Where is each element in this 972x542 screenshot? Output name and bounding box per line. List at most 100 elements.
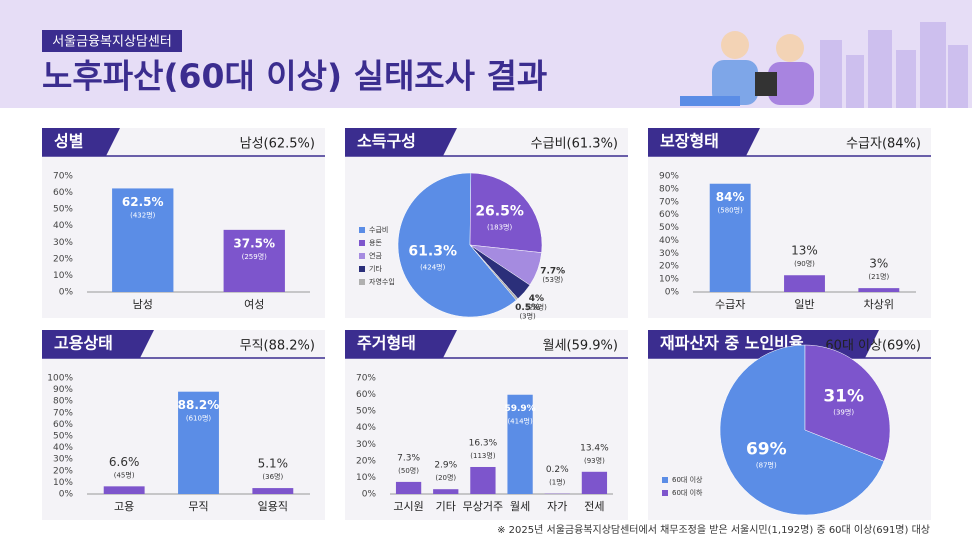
count-label: (21명) <box>868 272 889 281</box>
y-tick-label: 50% <box>356 407 376 417</box>
legend-swatch <box>359 279 365 285</box>
x-tick-label: 일용직 <box>258 499 288 513</box>
y-tick-label: 40% <box>356 423 376 433</box>
value-label: 6.6% <box>109 455 140 469</box>
y-tick-label: 90% <box>659 172 679 182</box>
value-label: 13% <box>791 244 818 258</box>
panel-title: 소득구성 <box>357 132 416 151</box>
pie-slice <box>469 244 519 301</box>
bar <box>470 466 496 494</box>
legend-swatch <box>359 253 365 259</box>
count-label: (1명) <box>549 478 566 487</box>
y-tick-label: 10% <box>53 478 73 488</box>
y-tick-label: 40% <box>53 443 73 453</box>
value-label: 37.5% <box>233 236 275 250</box>
pie-slice <box>804 344 891 462</box>
bar <box>395 481 422 494</box>
y-tick-label: 30% <box>53 455 73 465</box>
y-tick-label: 0% <box>665 288 680 298</box>
panel-tab <box>42 128 120 156</box>
bar <box>178 391 219 494</box>
pie-slice <box>469 172 543 253</box>
bar <box>223 229 285 292</box>
panel-subtitle: 월세(59.9%) <box>543 339 618 354</box>
count-label: (50명) <box>398 466 419 475</box>
x-tick-label: 무직 <box>188 500 208 513</box>
legend-label: 기타 <box>369 264 382 273</box>
y-tick-label: 80% <box>53 397 73 407</box>
value-label: 7.3% <box>397 453 420 463</box>
org-badge <box>42 30 182 52</box>
value-label: 84% <box>716 190 745 204</box>
panel-subtitle: 60대 이상(69%) <box>825 339 921 354</box>
value-label: 0.2% <box>546 465 569 475</box>
panel-subtitle: 수급비(61.3%) <box>531 137 618 152</box>
value-label: 26.5% <box>475 204 524 220</box>
count-label: (53명) <box>542 275 563 284</box>
count-label: (432명) <box>130 210 156 219</box>
value-label: 2.9% <box>434 461 457 471</box>
y-tick-label: 30% <box>53 238 73 248</box>
panel-tab <box>648 128 760 156</box>
pie-slice <box>397 172 517 318</box>
y-tick-label: 90% <box>53 385 73 395</box>
org-name: 서울금융복지상담센터 <box>52 35 172 50</box>
legend-swatch <box>359 240 365 246</box>
y-tick-label: 20% <box>356 456 376 466</box>
y-tick-label: 40% <box>53 221 73 231</box>
y-tick-label: 60% <box>356 390 376 400</box>
y-tick-label: 40% <box>659 236 679 246</box>
y-tick-label: 70% <box>356 374 376 384</box>
y-tick-label: 50% <box>53 432 73 442</box>
y-tick-label: 0% <box>362 490 377 500</box>
y-tick-label: 0% <box>59 288 74 298</box>
value-label: 7.7% <box>540 267 565 277</box>
x-tick-label: 수급자 <box>715 298 745 311</box>
y-tick-label: 70% <box>53 408 73 418</box>
x-tick-label: 일반 <box>794 297 814 311</box>
count-label: (39명) <box>833 408 854 417</box>
legend-swatch <box>662 490 668 496</box>
page-title: 노후파산(60대 이상) 실태조사 결과 <box>42 57 547 96</box>
panel-subtitle: 남성(62.5%) <box>240 137 315 152</box>
panel-subtitle: 수급자(84%) <box>846 137 921 152</box>
bar <box>112 188 174 292</box>
bar <box>709 183 751 292</box>
value-label: 5.1% <box>258 457 289 471</box>
y-tick-label: 60% <box>53 420 73 430</box>
panel-tab <box>42 330 154 358</box>
count-label: (414명) <box>507 417 533 426</box>
count-label: (580명) <box>718 206 744 215</box>
legend-swatch <box>662 477 668 483</box>
y-tick-label: 10% <box>53 271 73 281</box>
y-tick-label: 30% <box>659 249 679 259</box>
value-label: 62.5% <box>122 195 164 209</box>
value-label: 3% <box>869 257 888 271</box>
y-tick-label: 0% <box>59 490 74 500</box>
y-tick-label: 30% <box>356 440 376 450</box>
bar <box>581 471 608 494</box>
panel-subtitle: 무직(88.2%) <box>240 339 315 354</box>
x-tick-label: 고시원 <box>393 500 423 513</box>
footnote: ※ 2025년 서울금융복지상담센터에서 채무조정을 받은 서울시민(1,192… <box>497 524 930 536</box>
panel-tab <box>345 330 457 358</box>
legend-label: 자영수입 <box>369 277 395 286</box>
pie-slice <box>719 344 885 516</box>
value-label: 59.9% <box>504 404 535 414</box>
panel-title: 보장형태 <box>660 132 719 151</box>
count-label: (183명) <box>487 223 513 232</box>
bar <box>858 288 900 292</box>
y-tick-label: 50% <box>659 223 679 233</box>
value-label: 13.4% <box>580 443 609 453</box>
y-tick-label: 100% <box>47 374 73 384</box>
x-tick-label: 여성 <box>244 298 264 311</box>
legend-label: 60대 이하 <box>672 488 703 497</box>
y-tick-label: 10% <box>356 473 376 483</box>
value-label: 31% <box>823 387 864 407</box>
y-tick-label: 60% <box>659 210 679 220</box>
x-tick-label: 남성 <box>133 298 153 311</box>
panel-title: 재파산자 중 노인비율 <box>660 334 804 353</box>
x-tick-label: 차상위 <box>864 298 894 311</box>
value-label: 69% <box>746 439 787 459</box>
